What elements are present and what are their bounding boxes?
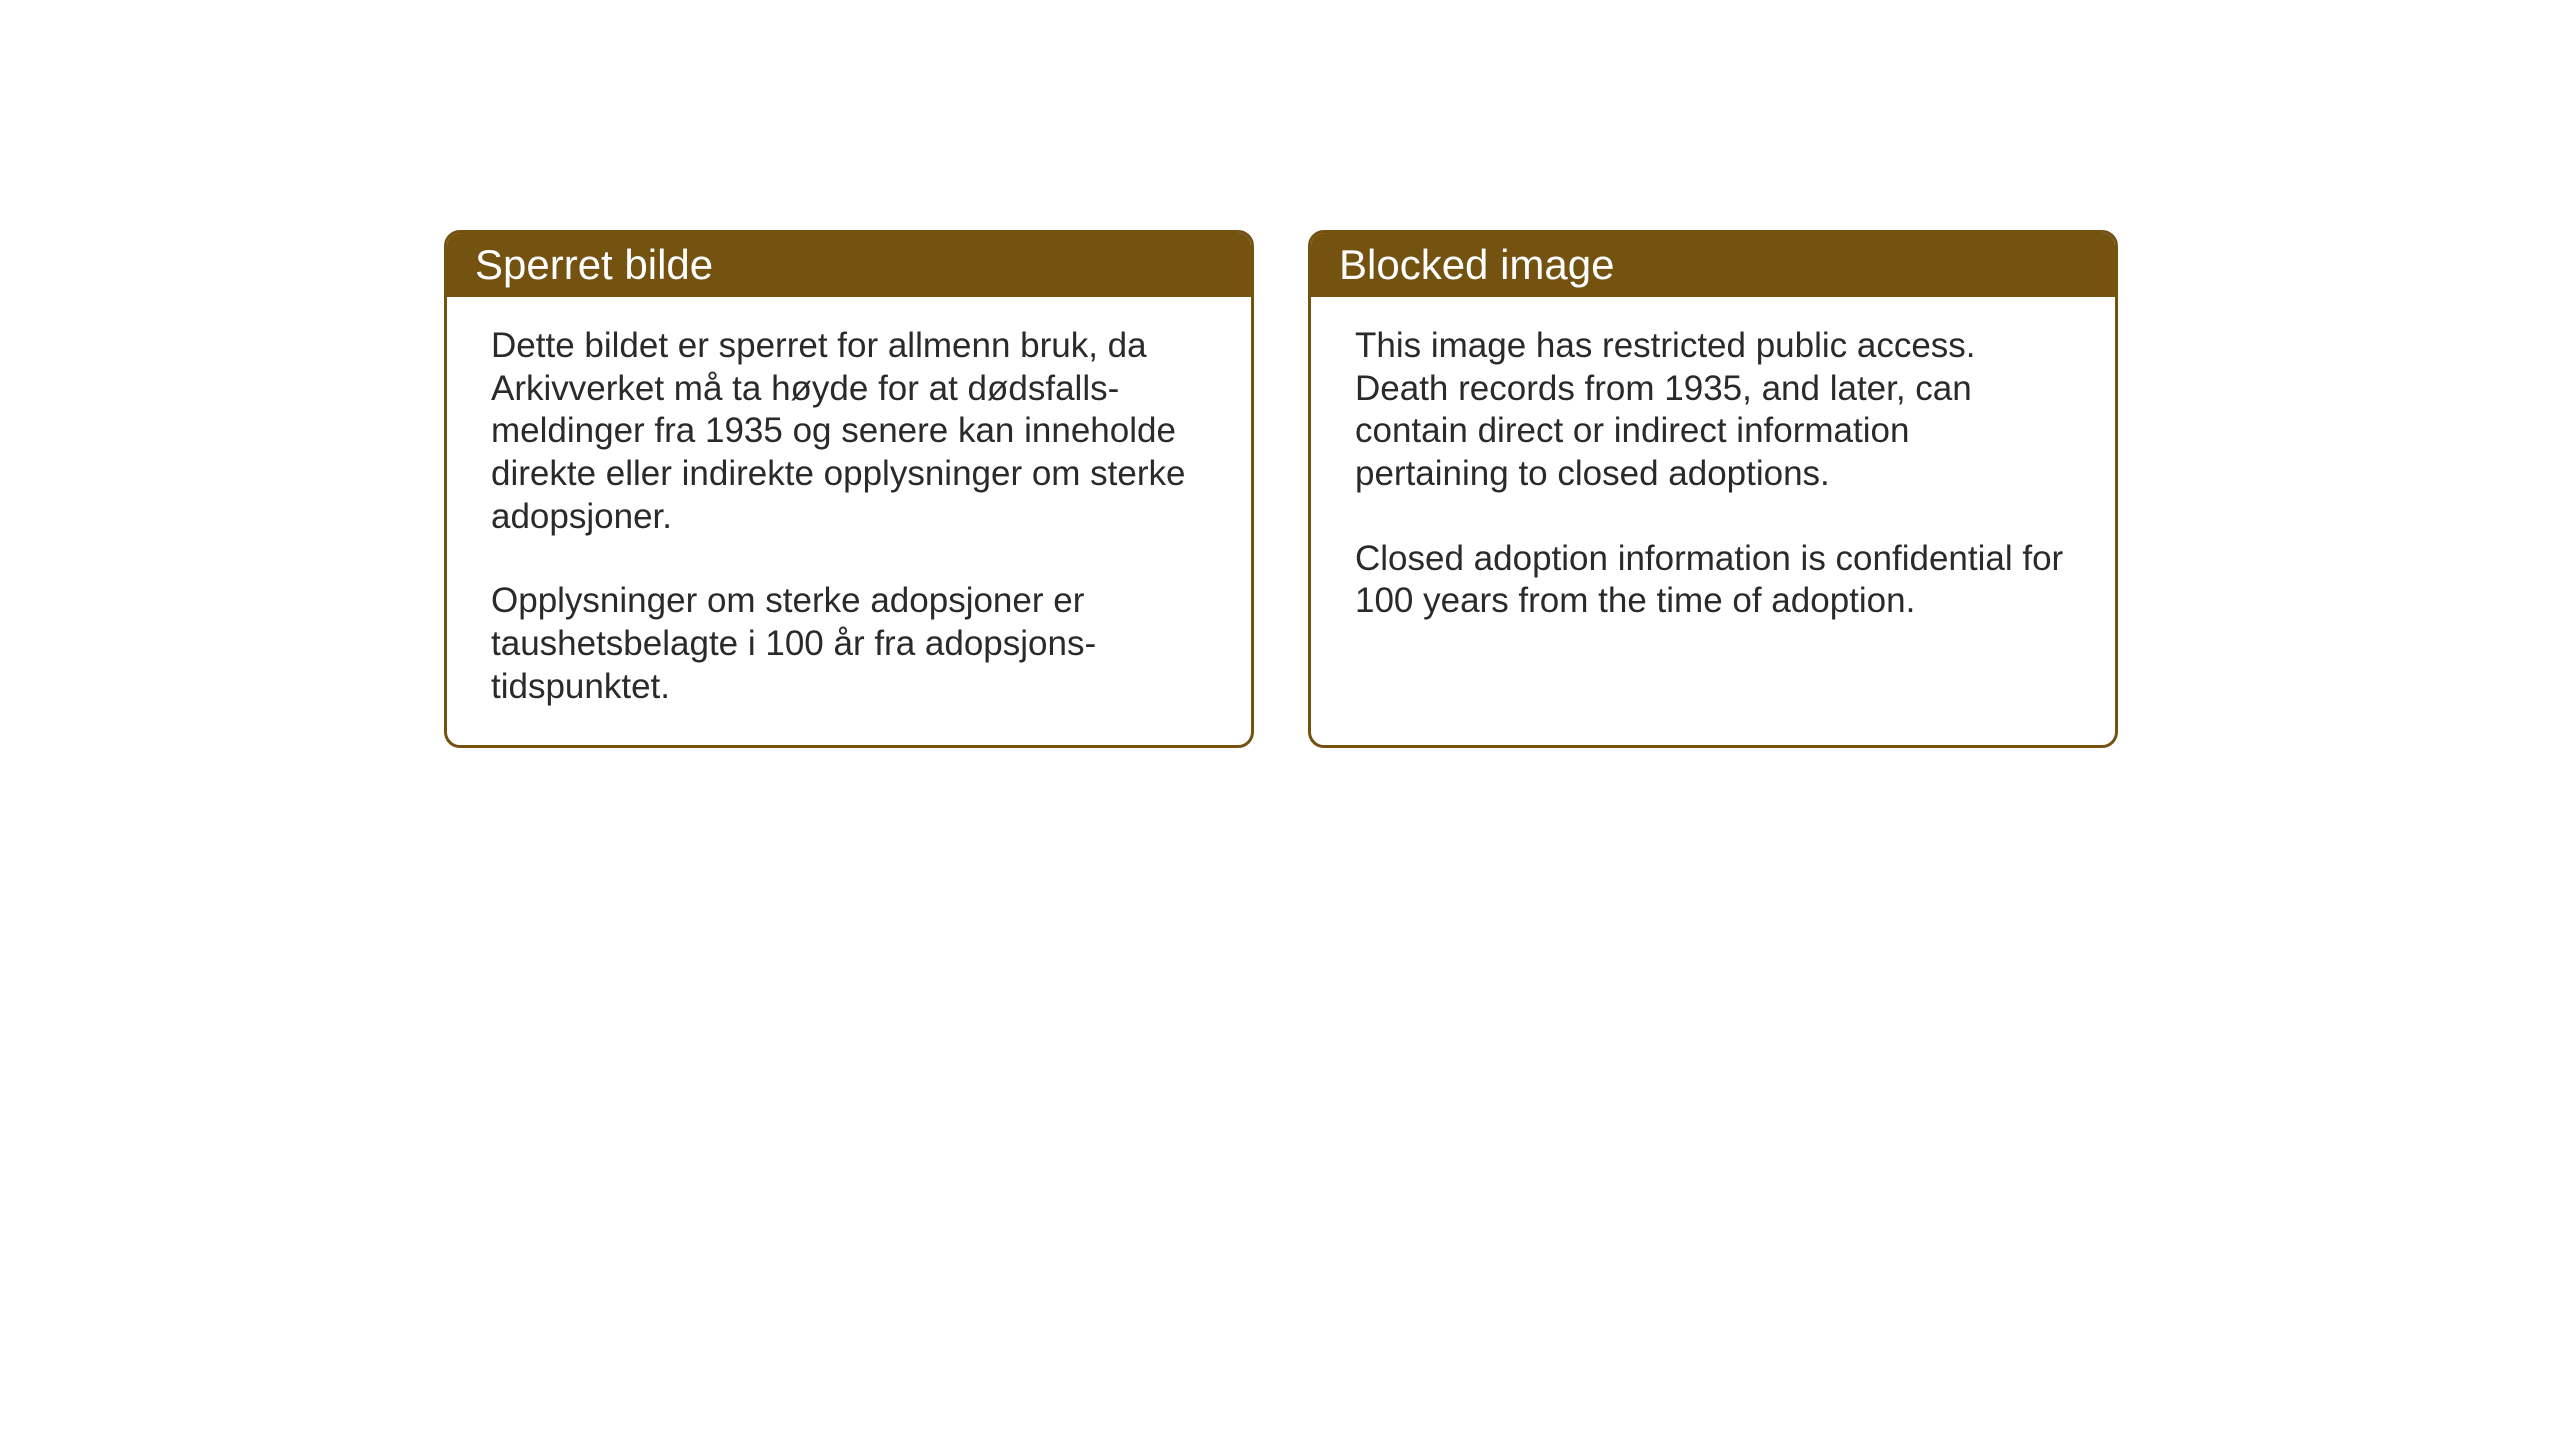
notice-container: Sperret bilde Dette bildet er sperret fo… — [444, 230, 2118, 748]
notice-header-english: Blocked image — [1311, 233, 2115, 297]
notice-body-norwegian: Dette bildet er sperret for allmenn bruk… — [447, 297, 1251, 745]
notice-paragraph-1-norwegian: Dette bildet er sperret for allmenn bruk… — [491, 325, 1207, 538]
notice-paragraph-2-english: Closed adoption information is confident… — [1355, 538, 2071, 623]
notice-card-norwegian: Sperret bilde Dette bildet er sperret fo… — [444, 230, 1254, 748]
notice-title-norwegian: Sperret bilde — [475, 241, 713, 288]
notice-card-english: Blocked image This image has restricted … — [1308, 230, 2118, 748]
notice-header-norwegian: Sperret bilde — [447, 233, 1251, 297]
notice-paragraph-1-english: This image has restricted public access.… — [1355, 325, 2071, 496]
notice-title-english: Blocked image — [1339, 241, 1614, 288]
notice-body-english: This image has restricted public access.… — [1311, 297, 2115, 717]
notice-paragraph-2-norwegian: Opplysninger om sterke adopsjoner er tau… — [491, 580, 1207, 708]
